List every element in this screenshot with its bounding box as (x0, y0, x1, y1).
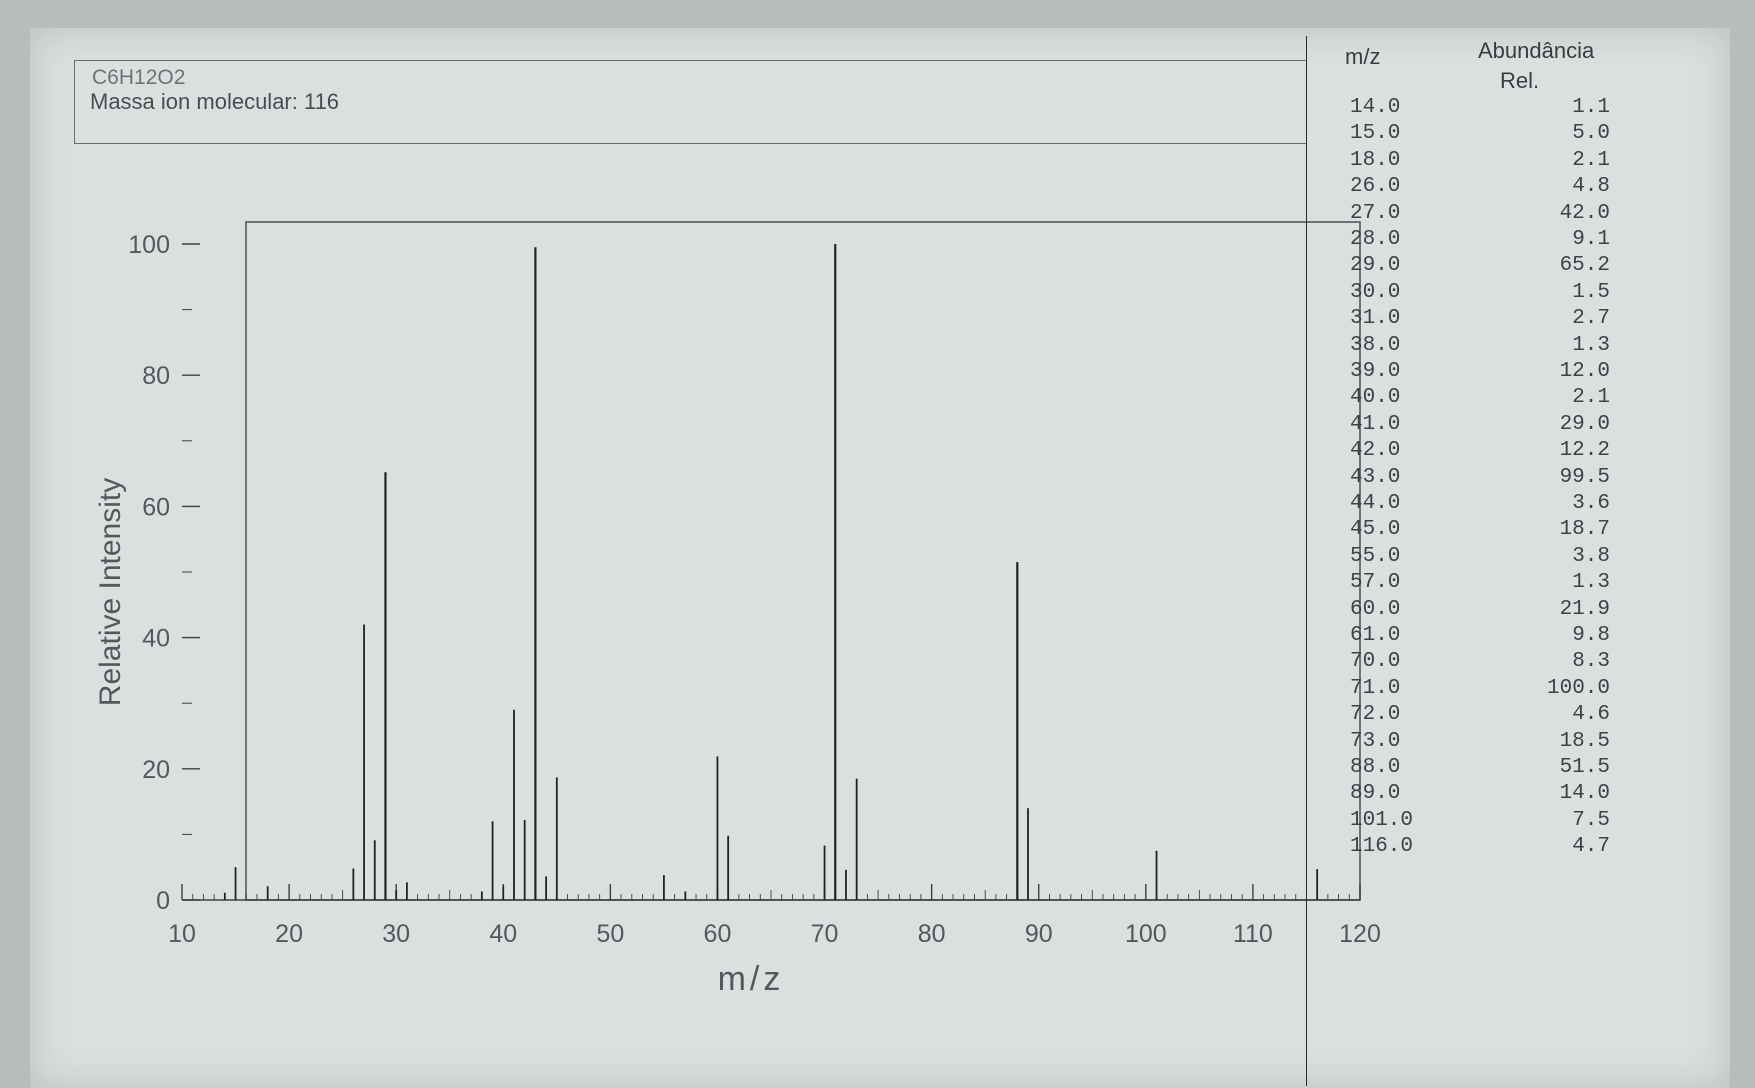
table-cell-abundance: 14.0 (1559, 782, 1610, 806)
table-cell-mz: 55.0 (1350, 544, 1401, 568)
y-tick-label: 100 (128, 231, 170, 259)
table-cell-mz: 71.0 (1350, 676, 1401, 700)
table-cell-mz: 26.0 (1350, 175, 1401, 199)
table-cell-abundance: 65.2 (1559, 254, 1610, 278)
y-axis-label: Relative Intensity (94, 478, 127, 706)
table-cell-mz: 43.0 (1350, 465, 1401, 489)
x-tick-label: 10 (168, 920, 196, 948)
table-cell-mz: 88.0 (1350, 756, 1401, 779)
table-cell-mz: 18.0 (1350, 148, 1401, 172)
table-cell-mz: 101.0 (1350, 808, 1414, 832)
table-cell-abundance: 4.8 (1572, 175, 1610, 199)
x-tick-label: 90 (1025, 920, 1053, 948)
table-cell-mz: 27.0 (1350, 201, 1401, 225)
table-cell-abundance: 3.8 (1572, 544, 1610, 568)
x-tick-label: 120 (1339, 920, 1381, 948)
y-tick-label: 40 (142, 625, 170, 653)
table-cell-mz: 28.0 (1350, 228, 1401, 251)
plot-frame (245, 221, 1361, 901)
table-cell-mz: 14.0 (1350, 96, 1401, 119)
y-tick-label: 60 (142, 493, 170, 521)
table-cell-abundance: 1.1 (1572, 96, 1610, 119)
table-cell-mz: 40.0 (1350, 386, 1401, 410)
table-cell-mz: 116.0 (1350, 835, 1414, 859)
table-cell-abundance: 2.1 (1572, 386, 1610, 410)
table-cell-abundance: 2.7 (1572, 307, 1610, 331)
table-cell-abundance: 9.8 (1572, 624, 1610, 647)
table-header-abundance: Abundância (1478, 38, 1595, 63)
table-cell-mz: 89.0 (1350, 782, 1401, 806)
x-tick-label: 20 (275, 920, 303, 948)
table-header-rel: Rel. (1500, 68, 1540, 93)
table-cell-abundance: 51.5 (1559, 756, 1610, 779)
table-cell-abundance: 29.0 (1559, 412, 1610, 436)
x-tick-label: 110 (1233, 920, 1273, 948)
table-cell-abundance: 9.1 (1572, 228, 1610, 251)
table-cell-abundance: 18.7 (1559, 518, 1610, 542)
header-box (74, 60, 1307, 144)
x-tick-label: 100 (1125, 920, 1167, 948)
x-tick-label: 30 (382, 920, 410, 948)
table-cell-mz: 70.0 (1350, 650, 1401, 674)
x-tick-label: 80 (918, 920, 946, 948)
table-cell-abundance: 100.0 (1546, 676, 1610, 700)
table-cell-abundance: 7.5 (1572, 808, 1610, 832)
x-tick-label: 40 (489, 920, 517, 948)
table-cell-abundance: 12.0 (1559, 360, 1610, 383)
table-cell-mz: 44.0 (1350, 492, 1401, 515)
table-cell-mz: 29.0 (1350, 254, 1401, 278)
table-cell-abundance: 1.3 (1572, 571, 1610, 595)
molecular-formula: C6H12O2 (92, 66, 186, 89)
molecular-ion-label: Massa ion molecular: 116 (90, 89, 340, 114)
table-cell-mz: 15.0 (1350, 122, 1401, 146)
y-tick-label: 20 (142, 756, 170, 784)
x-axis-label: m/z (718, 960, 785, 998)
x-tick-label: 50 (596, 920, 624, 948)
table-cell-abundance: 99.5 (1559, 465, 1610, 489)
table-header-mz: m/z (1345, 44, 1381, 69)
y-tick-label: 80 (142, 362, 170, 390)
table-cell-mz: 31.0 (1350, 307, 1401, 331)
table-cell-abundance: 1.3 (1572, 333, 1610, 357)
table-cell-abundance: 3.6 (1572, 492, 1610, 515)
x-tick-label: 70 (811, 920, 839, 948)
table-cell-abundance: 21.9 (1559, 597, 1610, 621)
table-cell-abundance: 4.6 (1572, 703, 1610, 727)
table-cell-mz: 72.0 (1350, 703, 1401, 727)
table-cell-abundance: 5.0 (1572, 122, 1610, 146)
table-cell-abundance: 42.0 (1559, 201, 1610, 225)
table-cell-mz: 73.0 (1350, 729, 1401, 753)
table-cell-mz: 38.0 (1350, 333, 1401, 357)
peak-table (1306, 36, 1635, 1086)
x-tick-label: 60 (704, 920, 732, 948)
table-cell-mz: 41.0 (1350, 412, 1401, 436)
table-cell-mz: 39.0 (1350, 360, 1401, 383)
table-cell-abundance: 8.3 (1572, 650, 1610, 674)
table-cell-abundance: 1.5 (1572, 280, 1610, 304)
table-cell-abundance: 2.1 (1572, 148, 1610, 172)
table-cell-mz: 45.0 (1350, 518, 1401, 542)
table-cell-mz: 57.0 (1350, 571, 1401, 595)
paper-sheet (30, 28, 1730, 1088)
table-cell-mz: 30.0 (1350, 280, 1401, 304)
table-cell-abundance: 12.2 (1559, 439, 1610, 463)
table-cell-abundance: 18.5 (1559, 729, 1610, 753)
table-cell-abundance: 4.7 (1572, 835, 1610, 859)
table-cell-mz: 42.0 (1350, 439, 1401, 463)
y-tick-label: 0 (156, 887, 170, 915)
table-cell-mz: 60.0 (1350, 597, 1401, 621)
table-cell-mz: 61.0 (1350, 624, 1401, 647)
